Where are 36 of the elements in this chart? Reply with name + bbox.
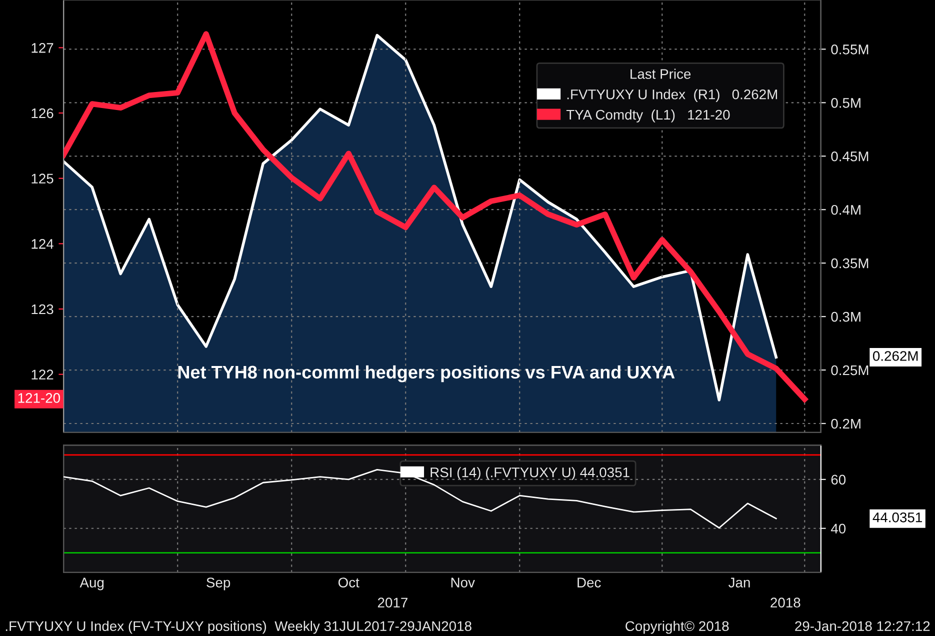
text: 2018 bbox=[770, 598, 800, 608]
y2-tick-label: 0.55M bbox=[831, 44, 868, 54]
legend-label: RSI (14) (.FVTYUXY U) 44.0351 bbox=[430, 467, 630, 480]
y2-tick-label: 0.2M bbox=[831, 418, 860, 429]
text: .FVTYUXY U Index (FV-TY-UXY positions) Weekly 31JUL2017-29JAN2018 bbox=[6, 620, 472, 634]
y2-tick-label: 0.25M bbox=[831, 365, 868, 376]
x-tick-label: Aug bbox=[80, 578, 104, 590]
y2-tick-label: 40 bbox=[830, 524, 846, 534]
y2-tick-label: 0.35M bbox=[831, 258, 868, 268]
annotation: Net TYH8 non-comml hedgers positions vs FVA and UXYA bbox=[178, 365, 675, 382]
legend-label: TYA Comdty (L1) 121-20 bbox=[566, 109, 730, 122]
y2-tick-label: 0.3M bbox=[831, 312, 860, 322]
text: Copyright© 2018 bbox=[626, 620, 729, 634]
y2-tick-label: 0.4M bbox=[831, 204, 860, 215]
text: 2017 bbox=[378, 598, 408, 608]
y2-tick-label: 0.5M bbox=[831, 98, 860, 108]
y-tick-label: 122 bbox=[32, 370, 54, 380]
legend-label: .FVTYUXY U Index (R1) 0.262M bbox=[567, 89, 778, 102]
line-series bbox=[64, 468, 777, 529]
y-tick-label: 126 bbox=[32, 108, 54, 118]
text: 0.262M bbox=[872, 351, 918, 361]
legend-title: Last Price bbox=[630, 68, 691, 79]
x-tick-label: Nov bbox=[451, 578, 475, 588]
y2-tick-label: 0.45M bbox=[831, 151, 868, 162]
y-tick-label: 125 bbox=[32, 174, 54, 184]
x-tick-label: Jan bbox=[728, 578, 750, 588]
text: 44.0351 bbox=[872, 512, 922, 522]
y-tick-label: 124 bbox=[32, 239, 54, 249]
y-tick-label: 127 bbox=[32, 43, 54, 53]
x-tick-label: Dec bbox=[578, 578, 601, 588]
x-tick-label: Sep bbox=[206, 578, 230, 590]
x-tick-label: Oct bbox=[338, 578, 360, 588]
text: 29-Jan-2018 12:27:12 bbox=[795, 621, 930, 632]
text: 121-20 bbox=[18, 393, 60, 403]
y2-tick-label: 60 bbox=[831, 474, 846, 485]
y-tick-label: 123 bbox=[32, 304, 54, 314]
